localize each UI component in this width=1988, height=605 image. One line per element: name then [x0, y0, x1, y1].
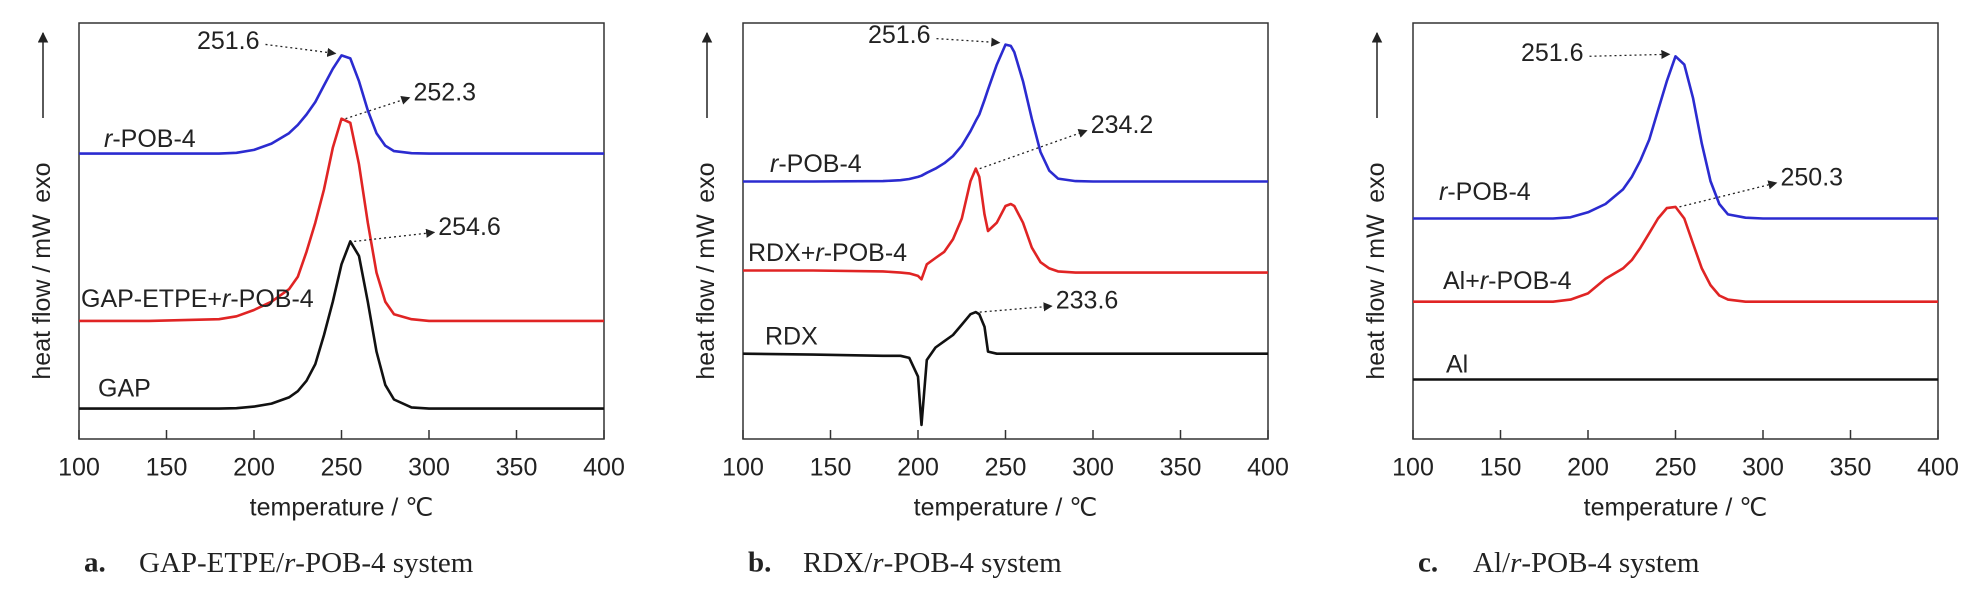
- x-tick-label: 250: [1655, 454, 1697, 482]
- x-axis-label: temperature / ℃: [914, 494, 1098, 522]
- plot-frame: [742, 22, 1269, 440]
- series-label: GAP: [98, 375, 151, 403]
- x-tick-label: 350: [1830, 454, 1872, 482]
- y-axis-label-text: heat flow / mW: [28, 214, 56, 380]
- annotation-arrow: [979, 302, 1053, 313]
- caption-label: a.: [84, 547, 106, 579]
- curve: [79, 240, 604, 410]
- x-tick-label: 200: [1567, 454, 1609, 482]
- curve: [79, 54, 604, 155]
- x-tick-label: 400: [583, 454, 625, 482]
- x-tick-label: 400: [1917, 454, 1959, 482]
- x-tick-label: 100: [722, 454, 764, 482]
- panel: 100 150 200 250 300 350 400 temperature / ℃ heat…: [692, 21, 1289, 578]
- plot-frame: [78, 22, 605, 440]
- x-tick-label: 150: [1480, 454, 1522, 482]
- series-label: Al: [1446, 351, 1468, 379]
- caption: Al/r-POB-4 system: [1473, 547, 1700, 579]
- curve: [742, 310, 1268, 427]
- panel: 100 150 200 250 300 350 400 temperature / ℃ heat…: [1362, 22, 1959, 579]
- y-axis-label: heat flow / mW exo: [1362, 162, 1390, 379]
- curve: [79, 117, 604, 323]
- y-axis-label-text: heat flow / mW: [692, 214, 720, 380]
- peak-annotation: 252.3: [414, 78, 477, 106]
- peak-annotation: 233.6: [1056, 287, 1119, 315]
- peak-annotation: 250.3: [1781, 163, 1844, 191]
- curve: [743, 167, 1268, 281]
- peak-annotation: 251.6: [868, 21, 931, 49]
- x-tick-label: 200: [897, 454, 939, 482]
- x-tick-label: 150: [146, 454, 188, 482]
- curve: [1413, 55, 1938, 220]
- y-axis-label: heat flow / mW exo: [28, 162, 56, 379]
- caption: RDX/r-POB-4 system: [803, 547, 1062, 579]
- x-tick-label: 350: [1160, 454, 1202, 482]
- annotation-arrow: [265, 43, 337, 57]
- annotation-arrow: [354, 228, 436, 243]
- peak-annotation: 251.6: [1521, 39, 1584, 67]
- peak-annotation: 234.2: [1091, 111, 1154, 139]
- series-label: RDX: [765, 323, 818, 351]
- panel: 100 150 200 250 300 350 400 temperature / ℃ heat…: [28, 22, 625, 579]
- series-label: r-POB-4: [770, 150, 862, 178]
- caption-label: c.: [1418, 547, 1438, 579]
- x-axis-label: temperature / ℃: [250, 494, 434, 522]
- x-tick-label: 400: [1247, 454, 1289, 482]
- series-label: r-POB-4: [104, 125, 196, 153]
- annotation-arrow: [936, 37, 1001, 47]
- peak-annotation: 254.6: [438, 213, 501, 241]
- annotation-arrow: [1589, 49, 1671, 60]
- x-tick-label: 200: [233, 454, 275, 482]
- y-direction-label: exo: [692, 162, 720, 202]
- series-label: r-POB-4: [1439, 178, 1531, 206]
- y-direction-label: exo: [28, 162, 56, 202]
- x-tick-label: 300: [1072, 454, 1114, 482]
- annotation-arrow: [1679, 180, 1778, 208]
- x-axis-label: temperature / ℃: [1584, 494, 1768, 522]
- annotation-arrow: [979, 129, 1088, 170]
- curve: [743, 43, 1268, 183]
- series-label: GAP-ETPE+r-POB-4: [81, 285, 314, 313]
- annotation-arrow: [345, 95, 411, 120]
- y-axis-label: heat flow / mW exo: [692, 162, 720, 379]
- plot-frame: [1412, 22, 1939, 440]
- x-tick-label: 250: [985, 454, 1027, 482]
- caption: GAP-ETPE/r-POB-4 system: [139, 547, 474, 579]
- series-label: RDX+r-POB-4: [748, 239, 907, 267]
- y-direction-label: exo: [1362, 162, 1390, 202]
- x-tick-label: 350: [496, 454, 538, 482]
- y-axis-label-text: heat flow / mW: [1362, 214, 1390, 380]
- curve: [1413, 205, 1938, 303]
- x-tick-label: 300: [1742, 454, 1784, 482]
- caption-label: b.: [748, 547, 771, 579]
- peak-annotation: 251.6: [197, 27, 260, 55]
- x-tick-label: 100: [58, 454, 100, 482]
- x-tick-label: 150: [810, 454, 852, 482]
- x-tick-label: 100: [1392, 454, 1434, 482]
- series-label: Al+r-POB-4: [1443, 267, 1572, 295]
- x-tick-label: 250: [321, 454, 363, 482]
- x-tick-label: 300: [408, 454, 450, 482]
